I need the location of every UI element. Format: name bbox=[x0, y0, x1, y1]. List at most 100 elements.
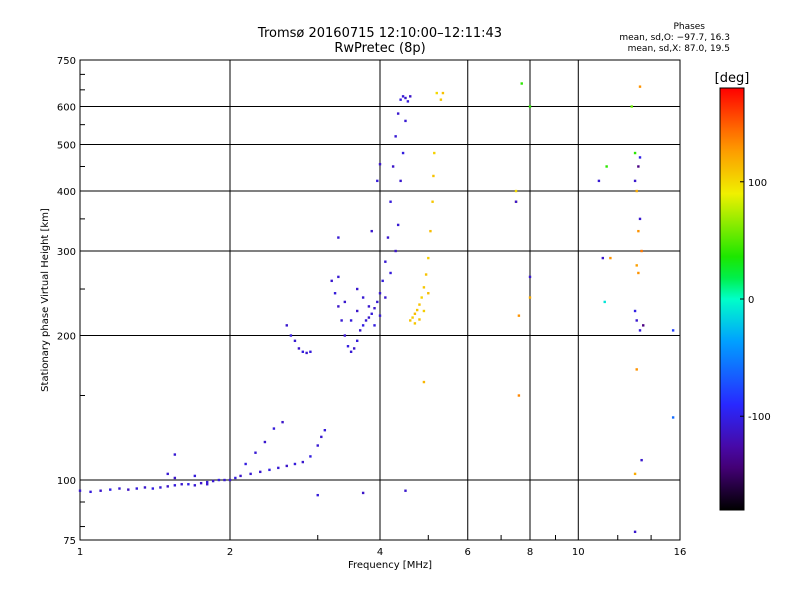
data-point bbox=[514, 189, 518, 193]
colorbar-label: [deg] bbox=[715, 71, 750, 86]
phase-stats: Phases mean, sd,O: −97.7, 16.3 mean, sd,… bbox=[560, 22, 730, 55]
data-point bbox=[605, 165, 608, 168]
y-axis-label: Stationary phase Virtual Height [km] bbox=[40, 208, 51, 392]
data-point bbox=[337, 275, 340, 279]
data-point bbox=[211, 479, 215, 483]
data-point bbox=[173, 453, 177, 456]
y-tick-label: 100 bbox=[57, 476, 76, 487]
stats-heading: Phases bbox=[673, 22, 705, 32]
data-point bbox=[415, 308, 419, 312]
title-line-1: Tromsø 20160715 12:10:00–12:11:43 bbox=[257, 26, 503, 41]
data-point bbox=[180, 483, 183, 486]
data-point bbox=[343, 300, 347, 304]
data-point bbox=[330, 279, 333, 283]
data-point bbox=[396, 223, 400, 227]
data-point bbox=[404, 119, 407, 123]
data-point bbox=[401, 151, 405, 155]
data-point bbox=[244, 462, 247, 466]
data-point bbox=[143, 486, 147, 489]
y-tick-label: 600 bbox=[57, 103, 76, 114]
data-point bbox=[597, 179, 601, 183]
data-point bbox=[637, 229, 640, 233]
data-point bbox=[320, 435, 323, 439]
data-point bbox=[118, 487, 121, 490]
x-tick-label: 16 bbox=[674, 547, 687, 558]
stats-o-mode: mean, sd,O: −97.7, 16.3 bbox=[619, 33, 730, 43]
data-point bbox=[166, 472, 169, 476]
data-point bbox=[517, 394, 521, 397]
data-point bbox=[609, 256, 612, 260]
data-point bbox=[316, 493, 319, 497]
data-point bbox=[418, 318, 421, 321]
x-tick-label: 1 bbox=[77, 547, 83, 558]
data-point bbox=[394, 135, 397, 138]
data-point bbox=[422, 286, 426, 289]
data-point bbox=[173, 484, 177, 487]
data-point bbox=[285, 464, 288, 468]
colorbar-tick-label: 0 bbox=[748, 295, 754, 306]
title-line-2: RwPretec (8p) bbox=[334, 41, 426, 56]
data-point bbox=[355, 339, 359, 343]
data-point bbox=[520, 82, 523, 85]
data-point bbox=[309, 455, 312, 458]
data-point bbox=[89, 490, 92, 494]
data-point bbox=[432, 174, 435, 178]
data-point bbox=[420, 296, 423, 299]
data-point bbox=[127, 488, 130, 491]
data-point bbox=[603, 300, 606, 304]
data-point bbox=[427, 256, 430, 260]
data-point bbox=[404, 489, 407, 492]
data-point bbox=[399, 98, 402, 101]
data-point bbox=[633, 151, 637, 155]
data-point bbox=[268, 468, 271, 472]
data-point bbox=[367, 316, 371, 319]
x-tick-label: 8 bbox=[527, 547, 533, 558]
x-axis-label: Frequency [MHz] bbox=[348, 560, 432, 571]
data-point bbox=[239, 474, 242, 478]
data-point bbox=[381, 279, 384, 283]
data-point bbox=[199, 481, 203, 485]
data-point bbox=[637, 165, 640, 168]
data-point bbox=[159, 486, 162, 489]
data-point bbox=[528, 296, 532, 299]
data-point bbox=[671, 329, 675, 332]
data-point bbox=[193, 474, 197, 478]
data-point bbox=[361, 296, 365, 299]
data-point bbox=[391, 165, 395, 168]
data-point bbox=[378, 162, 382, 166]
data-point bbox=[301, 350, 305, 353]
data-point bbox=[193, 484, 197, 487]
data-point bbox=[633, 309, 637, 313]
data-point bbox=[441, 91, 445, 95]
data-point bbox=[301, 460, 305, 464]
data-point bbox=[424, 273, 428, 276]
data-point bbox=[349, 350, 353, 353]
data-point bbox=[378, 314, 382, 317]
data-point bbox=[394, 249, 397, 253]
data-point bbox=[601, 256, 605, 260]
data-point bbox=[384, 260, 387, 263]
data-point bbox=[401, 95, 405, 98]
data-point bbox=[205, 483, 209, 486]
data-point bbox=[173, 476, 177, 480]
data-point bbox=[370, 229, 373, 233]
data-point bbox=[396, 112, 400, 115]
data-point bbox=[638, 85, 642, 88]
colorbar-tick-label: 100 bbox=[748, 178, 767, 189]
data-point bbox=[376, 300, 379, 304]
data-point bbox=[340, 319, 343, 322]
data-point bbox=[361, 491, 365, 495]
data-point bbox=[637, 271, 640, 275]
data-point bbox=[528, 275, 532, 279]
data-point bbox=[404, 96, 407, 100]
data-point bbox=[305, 351, 308, 355]
data-point bbox=[352, 347, 356, 350]
data-point bbox=[429, 229, 432, 233]
data-point bbox=[399, 179, 402, 183]
data-point bbox=[376, 179, 379, 183]
data-point bbox=[528, 105, 532, 108]
data-point bbox=[349, 319, 353, 322]
data-point bbox=[413, 312, 417, 315]
data-point bbox=[640, 249, 643, 253]
data-point bbox=[355, 309, 359, 313]
